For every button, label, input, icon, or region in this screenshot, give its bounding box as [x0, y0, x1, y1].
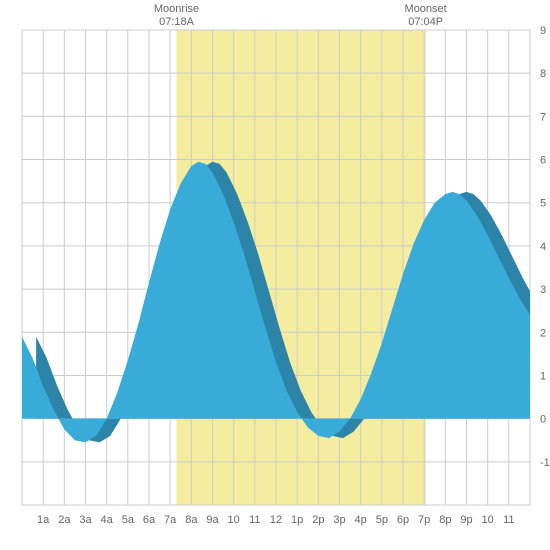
moonset-time: 07:04P	[408, 16, 443, 28]
x-tick-label: 3p	[333, 514, 345, 526]
x-tick-label: 3a	[79, 514, 92, 526]
x-tick-label: 1a	[37, 514, 50, 526]
x-tick-label: 8p	[439, 514, 451, 526]
x-tick-label: 11	[503, 514, 514, 526]
y-tick-label: 2	[540, 327, 546, 339]
x-tick-label: 10	[228, 514, 240, 526]
x-tick-label: 4p	[355, 514, 367, 526]
x-tick-label: 5a	[122, 514, 135, 526]
y-tick-label: 8	[540, 68, 546, 80]
tide-chart-container: -101234567891a2a3a4a5a6a7a8a9a1011121p2p…	[0, 0, 550, 550]
x-tick-label: 1p	[291, 514, 303, 526]
x-tick-label: 7a	[164, 514, 177, 526]
x-tick-label: 9p	[460, 514, 472, 526]
x-tick-label: 5p	[376, 514, 388, 526]
x-tick-label: 6a	[143, 514, 156, 526]
y-tick-label: 6	[540, 155, 546, 167]
y-tick-label: 9	[540, 25, 546, 37]
x-tick-label: 8a	[185, 514, 198, 526]
y-tick-label: 1	[540, 370, 546, 382]
tide-chart-svg: -101234567891a2a3a4a5a6a7a8a9a1011121p2p…	[0, 0, 550, 550]
x-tick-label: 12	[270, 514, 282, 526]
y-tick-label: 4	[540, 241, 546, 253]
moonset-label: Moonset	[405, 3, 447, 15]
y-tick-label: 0	[540, 414, 546, 426]
y-tick-label: -1	[540, 457, 550, 469]
moonrise-time: 07:18A	[159, 16, 195, 28]
x-tick-label: 6p	[397, 514, 409, 526]
x-tick-label: 10	[482, 514, 494, 526]
x-tick-label: 11	[249, 514, 260, 526]
y-tick-label: 5	[540, 198, 546, 210]
x-tick-label: 7p	[418, 514, 430, 526]
y-tick-label: 3	[540, 284, 546, 296]
y-tick-label: 7	[540, 111, 546, 123]
x-tick-label: 9a	[206, 514, 219, 526]
x-tick-label: 4a	[101, 514, 114, 526]
x-tick-label: 2p	[312, 514, 324, 526]
moonrise-label: Moonrise	[154, 3, 199, 15]
x-tick-label: 2a	[58, 514, 71, 526]
